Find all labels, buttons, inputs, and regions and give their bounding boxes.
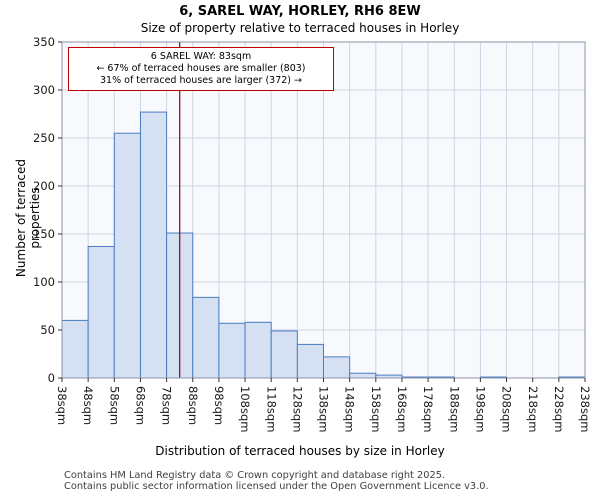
footer-line-1: Contains HM Land Registry data © Crown c…: [64, 470, 446, 481]
x-tick-label: 228sqm: [552, 386, 566, 432]
bar-118sqm: [270, 330, 298, 379]
y-tick-label: 100: [33, 275, 55, 289]
x-tick-label: 198sqm: [473, 386, 487, 432]
x-tick-label: 58sqm: [107, 386, 121, 425]
bar-68sqm: [139, 111, 168, 379]
bar-98sqm: [218, 322, 246, 379]
histogram-bars: [61, 111, 586, 379]
x-tick-label: 168sqm: [395, 386, 409, 432]
x-tick-label: 78sqm: [160, 386, 174, 425]
footer-line-2: Contains public sector information licen…: [64, 481, 489, 492]
bar-138sqm: [323, 356, 351, 379]
y-axis-title: Number of terraced properties: [14, 158, 42, 278]
bar-38sqm: [61, 319, 89, 379]
x-tick-label: 188sqm: [447, 386, 461, 432]
x-axis-title: Distribution of terraced houses by size …: [155, 444, 445, 458]
attribution-footer: Contains HM Land Registry data © Crown c…: [64, 470, 594, 492]
x-tick-label: 68sqm: [134, 386, 148, 425]
annotation-property-size: 6 SAREL WAY: 83sqm: [150, 51, 252, 62]
y-tick-label: 250: [33, 131, 55, 145]
y-tick-label: 350: [33, 35, 55, 49]
y-tick-label: 50: [40, 323, 55, 337]
annotation-larger-stat: 31% of terraced houses are larger (372) …: [100, 75, 302, 86]
bar-88sqm: [192, 296, 220, 379]
x-tick-label: 148sqm: [343, 386, 357, 432]
x-tick-label: 98sqm: [212, 386, 226, 425]
x-tick-label: 238sqm: [578, 386, 592, 432]
annotation-smaller-stat: ← 67% of terraced houses are smaller (80…: [96, 63, 306, 74]
x-tick-label: 118sqm: [264, 386, 278, 432]
x-tick-label: 158sqm: [369, 386, 383, 432]
page-title: 6, SAREL WAY, HORLEY, RH6 8EW: [179, 4, 421, 19]
x-tick-label: 218sqm: [526, 386, 540, 432]
x-tick-label: 138sqm: [317, 386, 331, 432]
bar-108sqm: [244, 321, 272, 379]
tick-labels: 0 50 100 150 200 250 300 350 38sqm 48sqm 58sqm 68sq…: [33, 35, 592, 432]
x-tick-label: 128sqm: [290, 386, 304, 432]
x-tick-label: 48sqm: [81, 386, 95, 425]
property-annotation-box: 6 SAREL WAY: 83sqm ← 67% of terraced hou…: [68, 47, 334, 91]
bar-48sqm: [87, 245, 115, 379]
x-tick-label: 178sqm: [421, 386, 435, 432]
bar-128sqm: [296, 343, 325, 379]
page-subtitle: Size of property relative to terraced ho…: [140, 21, 460, 35]
x-tick-label: 108sqm: [238, 386, 252, 432]
y-tick-label: 0: [48, 371, 55, 385]
x-tick-label: 38sqm: [55, 386, 69, 425]
y-tick-label: 200: [33, 179, 55, 193]
bar-148sqm: [349, 372, 377, 379]
y-tick-label: 150: [33, 227, 55, 241]
bar-58sqm: [113, 132, 141, 379]
x-tick-label: 88sqm: [186, 386, 200, 425]
x-tick-label: 208sqm: [500, 386, 514, 432]
y-tick-label: 300: [33, 83, 55, 97]
